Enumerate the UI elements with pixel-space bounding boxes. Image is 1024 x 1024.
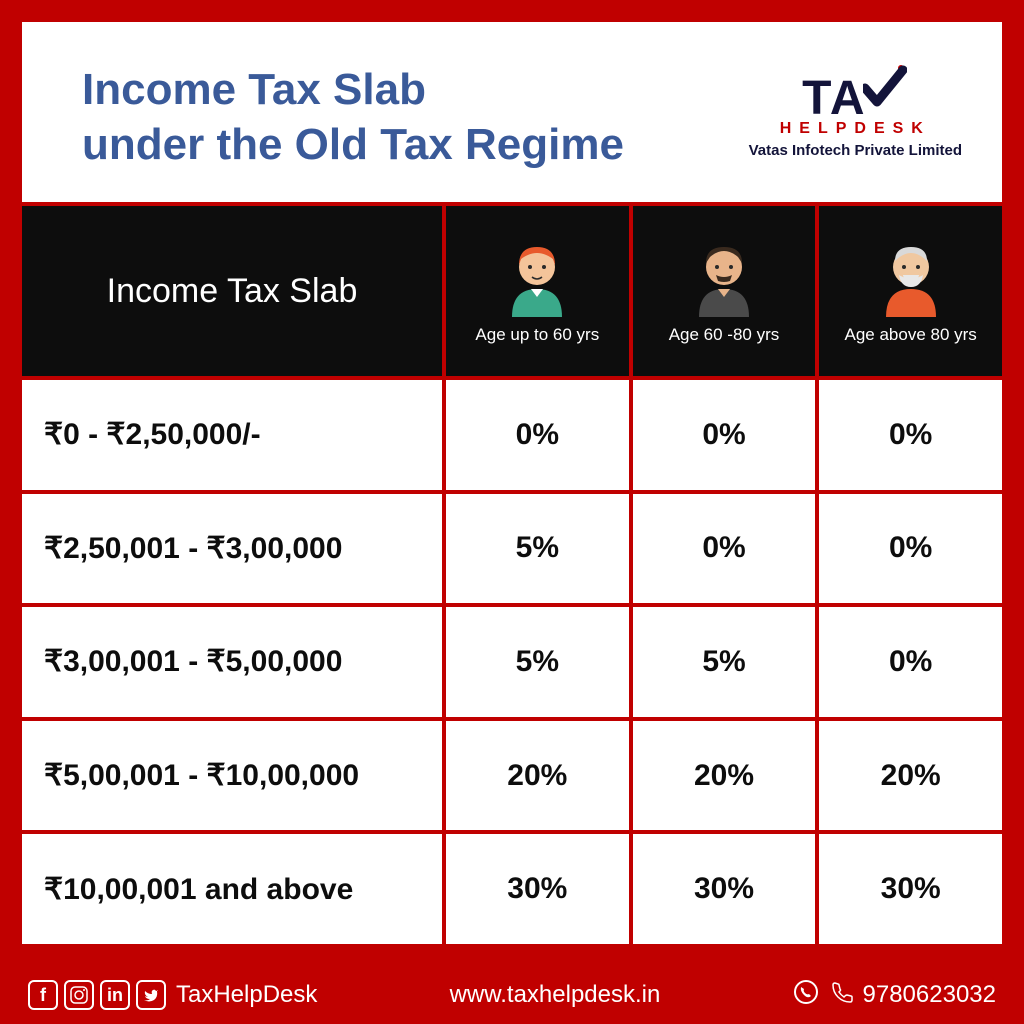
table-cell: 0% — [633, 380, 816, 490]
table-row-range: ₹10,00,001 and above — [22, 834, 442, 944]
footer-left: f in TaxHelpDesk — [28, 980, 317, 1010]
table-cell: 20% — [633, 721, 816, 831]
table-cell: 0% — [819, 494, 1002, 604]
title-line1: Income Tax Slab — [82, 65, 426, 114]
title-line2: under the Old Tax Regime — [82, 120, 624, 169]
table-cell: 0% — [633, 494, 816, 604]
logo-checkmark-icon — [863, 62, 907, 114]
table-cell: 30% — [633, 834, 816, 944]
table-cell: 30% — [446, 834, 629, 944]
whatsapp-icon[interactable] — [793, 979, 819, 1012]
logo-subtitle: Vatas Infotech Private Limited — [749, 142, 962, 159]
table-row-range: ₹5,00,001 - ₹10,00,000 — [22, 721, 442, 831]
table-row-range: ₹3,00,001 - ₹5,00,000 — [22, 607, 442, 717]
table-cell: 0% — [819, 380, 1002, 490]
avatar-young-icon — [497, 237, 577, 317]
table-header-main: Income Tax Slab — [22, 206, 442, 376]
table-header-label-3: Age above 80 yrs — [845, 325, 977, 345]
footer-phone: 9780623032 — [863, 981, 996, 1009]
table-header-label-2: Age 60 -80 yrs — [669, 325, 780, 345]
table-header-col-1: Age up to 60 yrs — [446, 206, 629, 376]
instagram-icon[interactable] — [64, 980, 94, 1010]
linkedin-icon[interactable]: in — [100, 980, 130, 1010]
footer-right: 9780623032 — [793, 979, 996, 1012]
phone-icon[interactable] — [829, 980, 853, 1011]
table-header-col-3: Age above 80 yrs — [819, 206, 1002, 376]
tax-slab-table: Income Tax Slab Age up to 60 yrs — [22, 202, 1002, 944]
table-row-range: ₹0 - ₹2,50,000/- — [22, 380, 442, 490]
table-cell: 5% — [446, 607, 629, 717]
header: Income Tax Slab under the Old Tax Regime… — [22, 22, 1002, 202]
table-cell: 0% — [819, 607, 1002, 717]
social-icons: f in — [28, 980, 166, 1010]
avatar-senior-icon — [871, 237, 951, 317]
logo-letters-left: TA — [802, 71, 866, 126]
card: Income Tax Slab under the Old Tax Regime… — [0, 0, 1024, 966]
footer-url[interactable]: www.taxhelpdesk.in — [450, 981, 661, 1009]
logo: TA HELPDESK Vatas Infotech Private Limit… — [749, 62, 972, 159]
twitter-icon[interactable] — [136, 980, 166, 1010]
table-cell: 5% — [633, 607, 816, 717]
footer-handle: TaxHelpDesk — [176, 981, 317, 1009]
table-cell: 20% — [446, 721, 629, 831]
table-cell: 0% — [446, 380, 629, 490]
footer: f in TaxHelpDesk www.taxhelpdesk.in 9780… — [0, 966, 1024, 1024]
table-cell: 20% — [819, 721, 1002, 831]
table-cell: 30% — [819, 834, 1002, 944]
table-row-range: ₹2,50,001 - ₹3,00,000 — [22, 494, 442, 604]
page-title: Income Tax Slab under the Old Tax Regime — [82, 62, 624, 172]
facebook-icon[interactable]: f — [28, 980, 58, 1010]
avatar-middle-icon — [684, 237, 764, 317]
table-header-col-2: Age 60 -80 yrs — [633, 206, 816, 376]
table-header-label-1: Age up to 60 yrs — [475, 325, 599, 345]
table-cell: 5% — [446, 494, 629, 604]
logo-wordmark: TA — [749, 62, 962, 126]
